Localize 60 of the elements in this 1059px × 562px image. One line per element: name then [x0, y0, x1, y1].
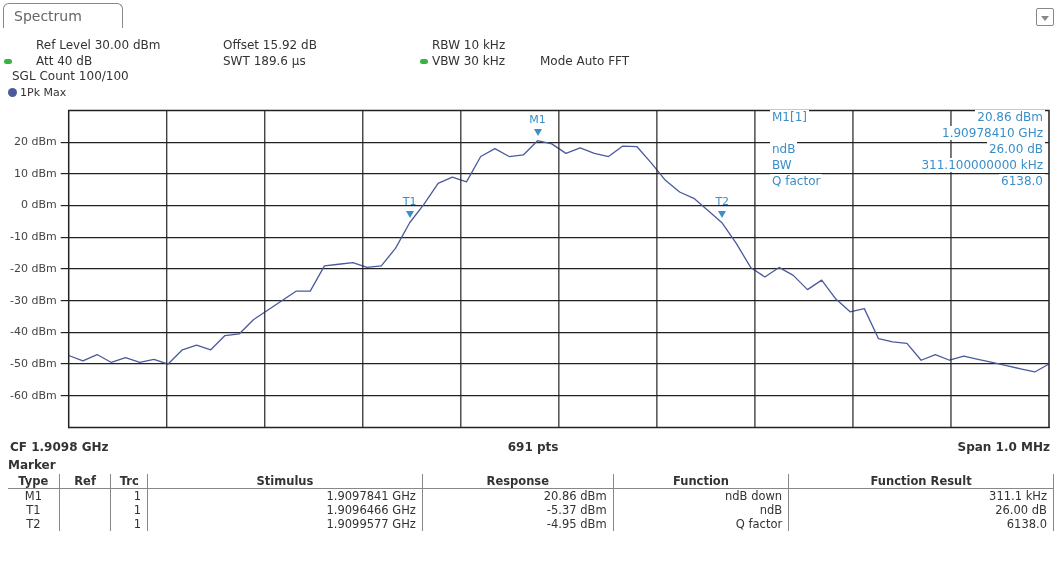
text: Ref Level 30.00 dBm — [36, 38, 161, 52]
text: M1 — [8, 488, 60, 503]
y-tick-label: -40 dBm — [9, 325, 57, 339]
text: 1.9096466 GHz — [147, 503, 423, 517]
text: ndB — [613, 503, 789, 517]
annotation: 311.100000000 kHz — [919, 158, 1045, 172]
text: Span 1.0 MHz — [957, 440, 1050, 454]
text: ndB down — [613, 488, 789, 503]
y-tick-label: -30 dBm — [9, 293, 57, 307]
annotation: M1[1] — [770, 110, 809, 124]
y-tick-label: 0 dBm — [20, 198, 57, 212]
text: -5.37 dBm — [422, 503, 614, 517]
annotation: BW — [770, 158, 794, 172]
annotation: 20.86 dBm — [975, 110, 1045, 124]
y-tick-label: -60 dBm — [9, 388, 57, 402]
text: Marker — [8, 458, 56, 472]
annotation: ndB — [770, 142, 798, 156]
chart-title: Spectrum — [3, 3, 123, 28]
text: 311.1 kHz — [788, 488, 1054, 503]
text: Function — [613, 474, 789, 489]
legend-label: 1Pk Max — [20, 86, 67, 99]
text: SWT 189.6 µs — [223, 54, 306, 68]
text: 1.9097841 GHz — [147, 488, 423, 503]
y-tick-label: 10 dBm — [13, 166, 57, 180]
text: Response — [422, 474, 614, 489]
text: 1 — [110, 517, 148, 531]
text: 691 pts — [507, 440, 559, 454]
text: Stimulus — [147, 474, 423, 489]
text: T2 — [8, 517, 60, 531]
y-tick-label: -20 dBm — [9, 261, 57, 275]
text: Offset 15.92 dB — [223, 38, 317, 52]
text: -4.95 dBm — [422, 517, 614, 531]
text: Function Result — [788, 474, 1054, 489]
text: 1.9099577 GHz — [147, 517, 423, 531]
text: CF 1.9098 GHz — [10, 440, 109, 454]
text: 1 — [110, 503, 148, 517]
text: SGL Count 100/100 — [12, 69, 129, 83]
text: 1 — [110, 488, 148, 503]
text: Type — [8, 474, 60, 489]
text: T1 — [8, 503, 60, 517]
y-tick-label: -10 dBm — [9, 230, 57, 244]
annotation: T1 — [401, 194, 418, 208]
text: 6138.0 — [788, 517, 1054, 531]
text: RBW 10 kHz — [432, 38, 506, 52]
annotation: T2 — [714, 195, 731, 209]
annotation: 26.00 dB — [986, 142, 1045, 156]
annotation: M1 — [528, 112, 547, 126]
y-tick-label: 20 dBm — [13, 135, 57, 149]
annotation: Q factor — [770, 174, 823, 188]
text: Mode Auto FFT — [540, 54, 630, 68]
text: Trc — [110, 474, 148, 489]
annotation: 6138.0 — [999, 174, 1045, 188]
text: Ref — [59, 474, 111, 489]
text: Att 40 dB — [36, 54, 93, 68]
y-tick-label: -50 dBm — [9, 356, 57, 370]
text: 20.86 dBm — [422, 488, 614, 503]
text: 26.00 dB — [788, 503, 1054, 517]
text: Q factor — [613, 517, 789, 531]
annotation: 1.90978410 GHz — [940, 126, 1045, 140]
text: VBW 30 kHz — [432, 54, 506, 68]
